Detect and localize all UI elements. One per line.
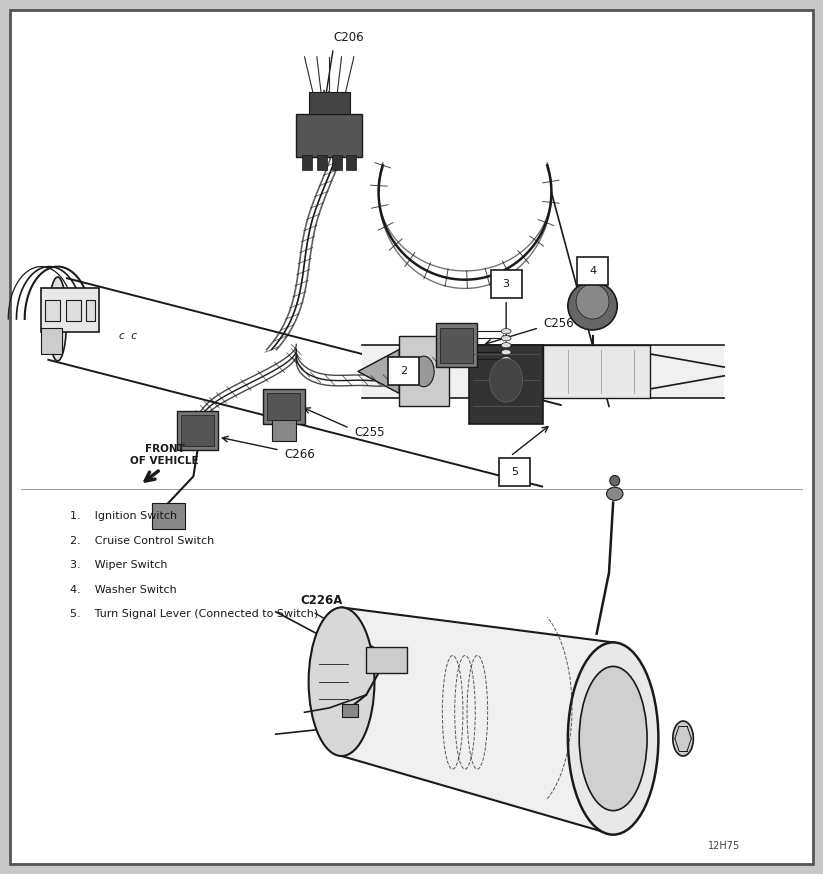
Bar [272,420,296,441]
Ellipse shape [610,475,620,486]
Bar [41,288,99,332]
Text: 5: 5 [511,467,518,477]
Bar [317,155,327,170]
Bar [332,155,342,170]
Ellipse shape [501,329,511,334]
Bar [399,336,449,406]
Bar [86,300,95,321]
Text: C255: C255 [354,427,384,439]
Bar [342,704,358,717]
Bar [177,411,218,450]
Bar [491,270,522,298]
Ellipse shape [672,721,693,756]
Text: FRONT: FRONT [145,445,184,454]
Bar [66,300,81,321]
Bar [41,328,62,354]
Bar [45,300,60,321]
Ellipse shape [490,358,523,402]
Ellipse shape [501,343,511,348]
Text: 3.    Wiper Switch: 3. Wiper Switch [70,560,167,570]
Text: 12H75: 12H75 [708,842,741,851]
Bar [263,389,305,424]
Text: C226A: C226A [300,594,342,607]
Ellipse shape [501,350,511,355]
Ellipse shape [309,607,374,756]
Bar [267,393,300,420]
Text: 3: 3 [503,279,509,289]
Text: 2: 2 [400,366,407,377]
Ellipse shape [413,357,435,387]
Bar [346,155,356,170]
Ellipse shape [501,336,511,341]
Bar [296,114,362,157]
Ellipse shape [607,487,623,500]
Bar [469,345,543,424]
Bar [499,458,530,486]
Bar [362,345,724,398]
Text: 1.    Ignition Switch: 1. Ignition Switch [70,511,177,521]
Bar [388,357,419,385]
Ellipse shape [579,666,647,811]
Bar [436,323,477,367]
Ellipse shape [568,282,617,330]
Bar [440,328,473,363]
Bar [309,92,350,114]
Bar [181,415,214,446]
Ellipse shape [568,642,658,835]
Bar [152,503,185,529]
Bar [317,634,350,730]
Ellipse shape [501,357,511,362]
Text: 4: 4 [589,266,596,276]
Ellipse shape [49,277,67,361]
Text: 4.    Washer Switch: 4. Washer Switch [70,585,177,594]
Bar [577,257,608,285]
Polygon shape [342,607,613,835]
Bar [543,345,650,398]
Ellipse shape [576,284,609,319]
Text: C256: C256 [543,317,574,329]
Text: OF VEHICLE: OF VEHICLE [130,456,199,466]
Bar [366,647,407,673]
Text: c  c: c c [119,331,137,342]
Text: 5.    Turn Signal Lever (Connected to Switch): 5. Turn Signal Lever (Connected to Switc… [70,609,319,619]
Text: C206: C206 [333,31,364,44]
Text: 2.    Cruise Control Switch: 2. Cruise Control Switch [70,536,214,545]
Text: C266: C266 [284,448,314,461]
Polygon shape [358,350,399,393]
Bar [302,155,312,170]
